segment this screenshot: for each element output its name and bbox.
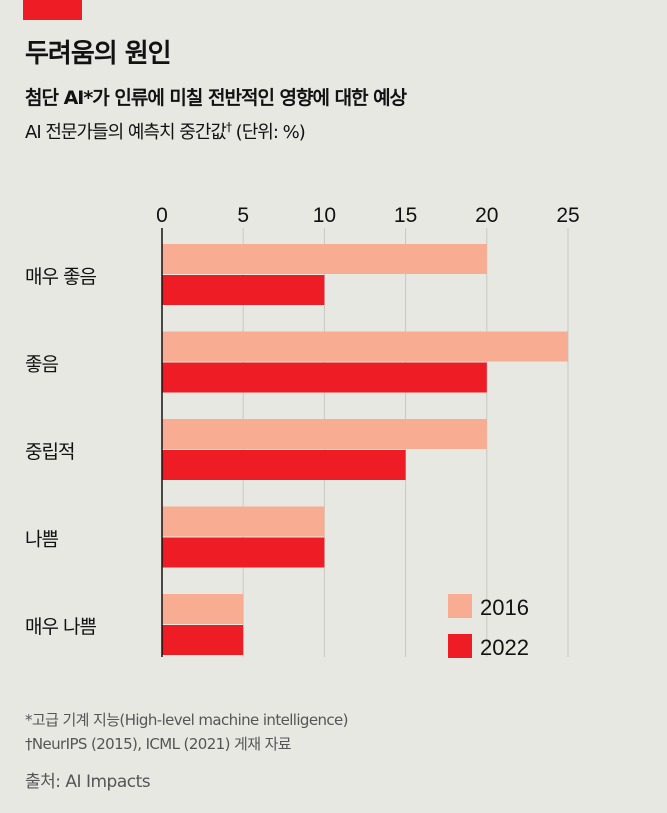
x-tick-label: 25 — [556, 204, 579, 227]
bar-2016 — [162, 594, 244, 624]
dagger-mark: † — [225, 120, 232, 134]
x-tick-label: 10 — [313, 204, 336, 227]
unit-text: (단위: %) — [230, 122, 306, 143]
bar-2022 — [162, 275, 325, 305]
legend-swatch-2016 — [448, 594, 472, 618]
description-text: AI 전문가들의 예측치 중간값 — [25, 122, 227, 143]
x-tick-label: 0 — [156, 204, 168, 227]
x-tick-label: 15 — [394, 204, 417, 227]
chart-description: AI 전문가들의 예측치 중간값† (단위: %) — [25, 118, 306, 144]
source-note: 출처: AI Impacts — [25, 772, 151, 792]
category-label: 중립적 — [25, 441, 74, 463]
legend-swatch-2022 — [448, 634, 472, 658]
category-label: 매우 좋음 — [25, 266, 96, 288]
bar-2016 — [162, 419, 487, 449]
category-label: 매우 나쁨 — [25, 616, 96, 638]
bar-2016 — [162, 331, 568, 362]
bar-2022 — [162, 625, 244, 655]
brand-accent-bar — [23, 0, 82, 20]
footnote-dagger: †NeurIPS (2015), ICML (2021) 게재 자료 — [25, 735, 292, 753]
category-label: 좋음 — [25, 354, 58, 376]
x-tick-label: 20 — [475, 204, 498, 227]
chart-subtitle: 첨단 AI*가 인류에 미칠 전반적인 영향에 대한 예상 — [25, 87, 407, 109]
bar-2022 — [162, 362, 487, 393]
category-label: 나쁨 — [25, 529, 58, 551]
bar-2016 — [162, 506, 325, 537]
bar-2022 — [162, 537, 325, 568]
bar-2022 — [162, 450, 406, 480]
footnotes: *고급 기계 지능(High-level machine intelligenc… — [25, 708, 349, 756]
footnote-asterisk: *고급 기계 지능(High-level machine intelligenc… — [25, 711, 349, 729]
chart-title: 두려움의 원인 — [25, 39, 172, 69]
x-tick-label: 5 — [237, 204, 249, 227]
legend-label-2022: 2022 — [480, 635, 529, 660]
bar-2016 — [162, 244, 487, 274]
legend-label-2016: 2016 — [480, 595, 529, 620]
